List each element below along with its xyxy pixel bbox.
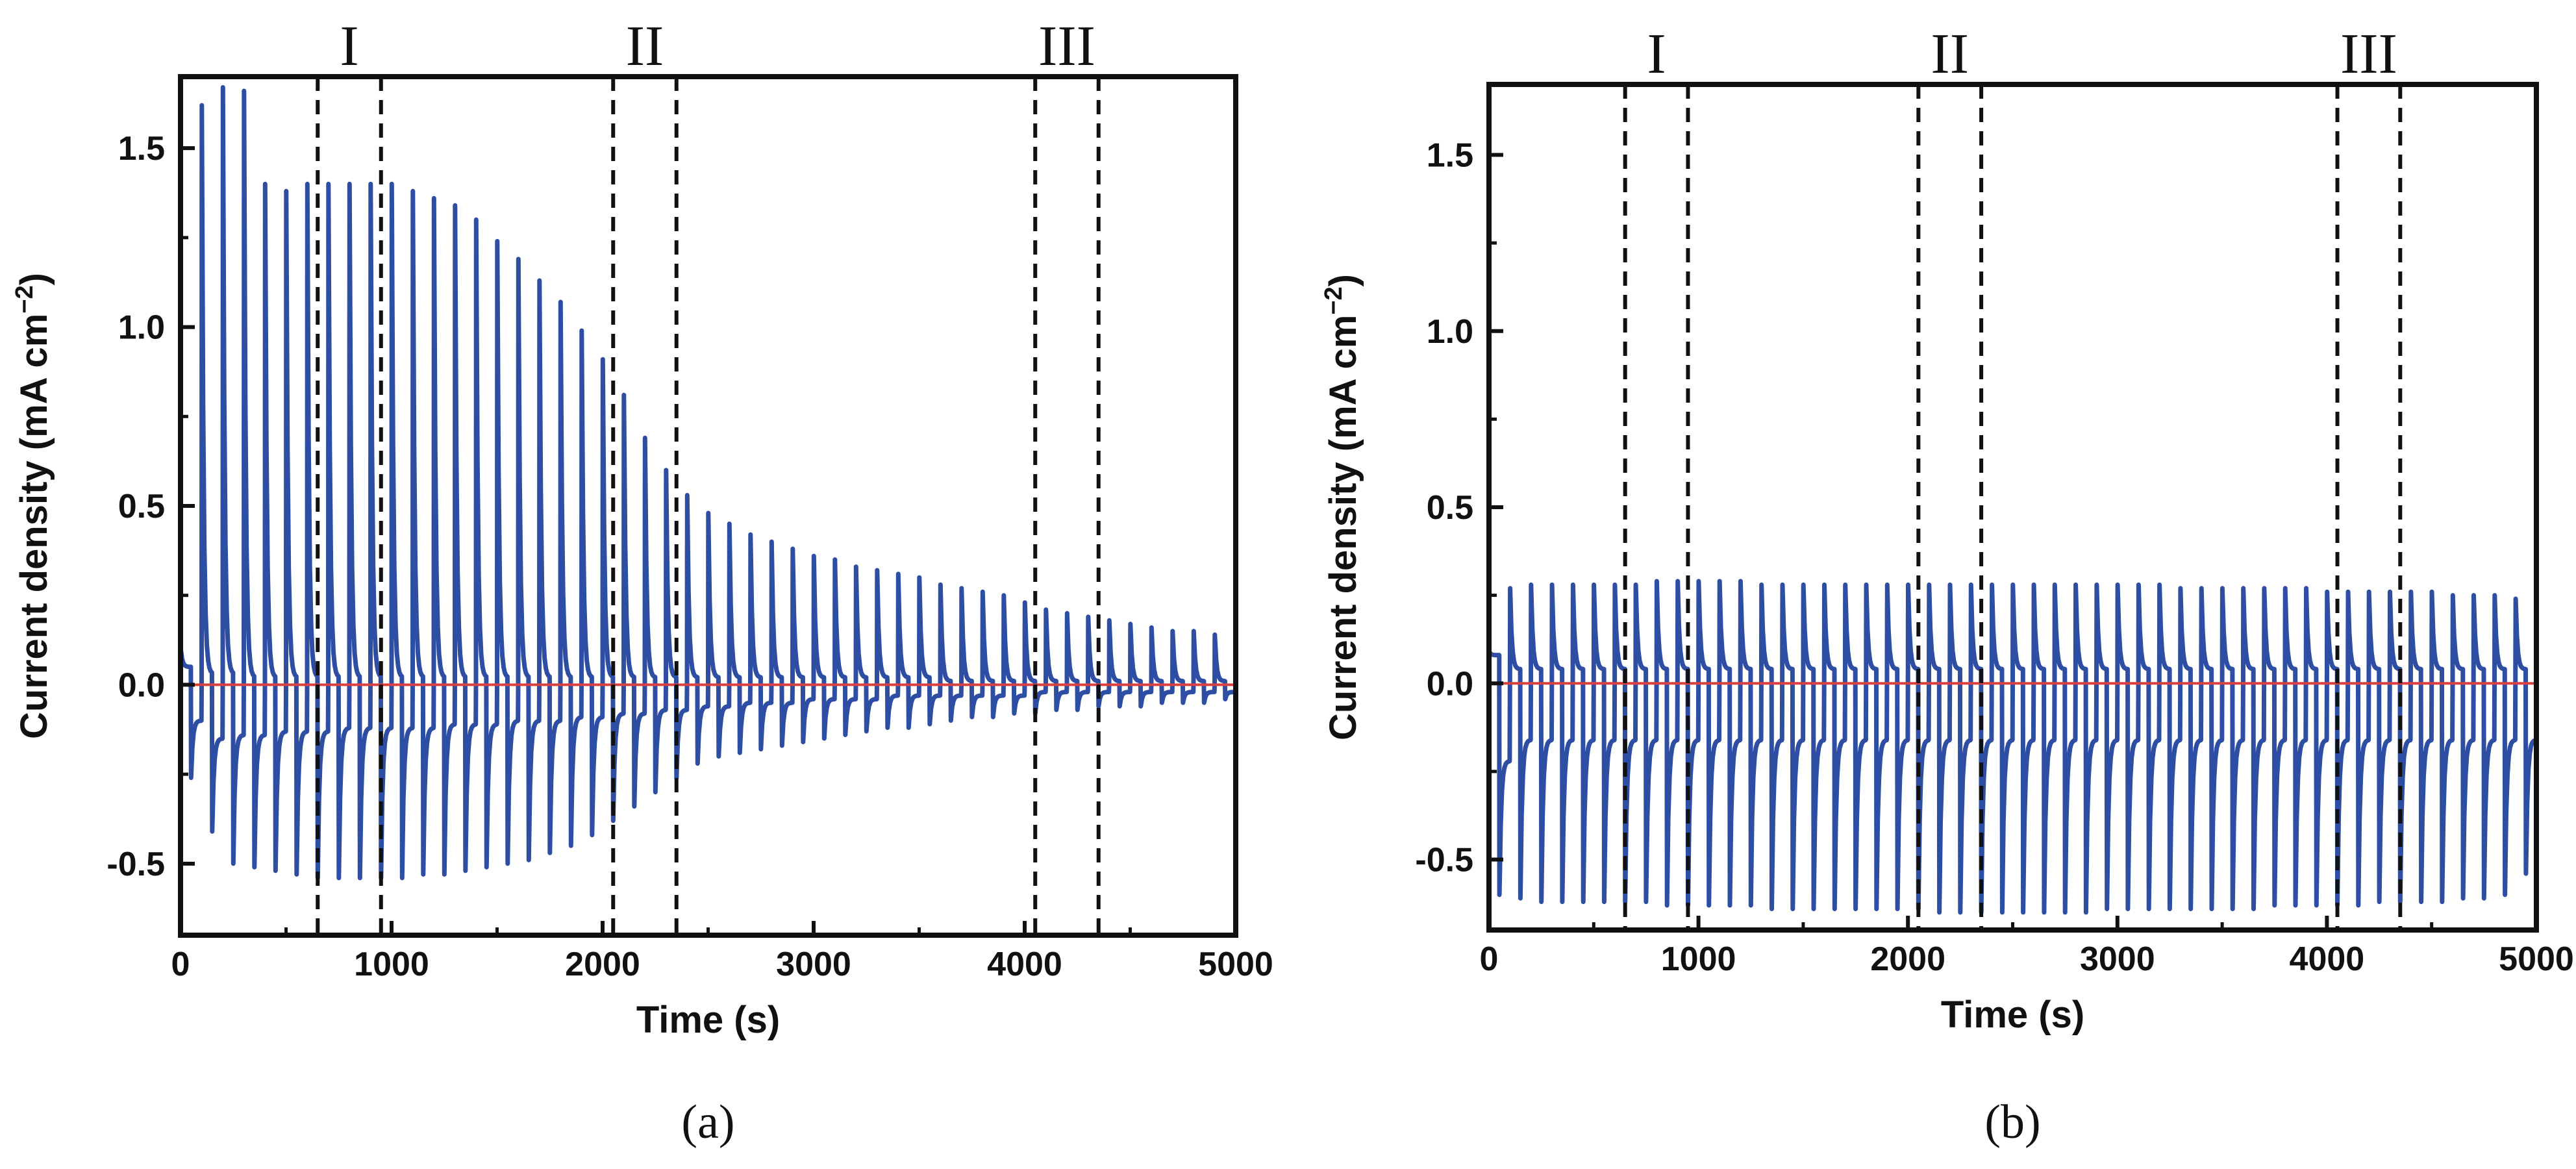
y-axis-title: Current density (mA cm−2) (11, 273, 55, 739)
x-tick-label: 5000 (2499, 940, 2574, 978)
x-tick-label: 1000 (354, 946, 429, 983)
y-axis-title-superscript: −2 (11, 285, 38, 313)
x-tick-label: 5000 (1198, 946, 1273, 983)
x-tick-label: 2000 (1870, 940, 1945, 978)
y-axis-title-superscript: −2 (1320, 286, 1347, 314)
region-label-III: III (2340, 23, 2397, 86)
y-axis-title-main: Current density (mA cm (13, 314, 55, 739)
y-axis-title-close: ) (1322, 274, 1364, 286)
x-tick-label: 2000 (565, 946, 640, 983)
y-tick-label: 0.0 (1427, 665, 1473, 703)
x-axis-title: Time (s) (636, 999, 780, 1041)
current-density-series (181, 85, 1236, 881)
y-axis-title-main: Current density (mA cm (1322, 315, 1364, 740)
y-tick-label: 0.5 (1427, 489, 1473, 527)
region-label-II: II (1931, 23, 1969, 86)
x-axis-title: Time (s) (1941, 994, 2084, 1036)
y-axis-title: Current density (mA cm−2) (1320, 274, 1364, 740)
y-tick-label: 0.5 (118, 488, 165, 525)
y-tick-label: -0.5 (106, 846, 165, 883)
x-tick-label: 0 (171, 946, 190, 983)
y-tick-label: 0.0 (118, 666, 165, 704)
y-tick-label: 1.0 (1427, 313, 1473, 351)
region-label-I: I (340, 15, 358, 78)
y-tick-label: 1.5 (118, 130, 165, 168)
x-tick-label: 4000 (987, 946, 1062, 983)
x-tick-label: 4000 (2290, 940, 2365, 978)
x-tick-label: 3000 (776, 946, 851, 983)
y-tick-label: -0.5 (1415, 842, 1473, 879)
y-axis-title-close: ) (13, 273, 55, 285)
current-density-series (1489, 579, 2536, 915)
region-label-III: III (1038, 15, 1095, 78)
panel-label: (a) (681, 1096, 734, 1149)
x-tick-label: 0 (1480, 940, 1499, 978)
x-tick-label: 1000 (1661, 940, 1736, 978)
panel-label: (b) (1984, 1096, 2040, 1149)
y-tick-label: 1.5 (1427, 137, 1473, 175)
region-label-I: I (1647, 23, 1666, 86)
x-tick-label: 3000 (2080, 940, 2155, 978)
region-label-II: II (626, 15, 664, 78)
y-tick-label: 1.0 (118, 309, 165, 347)
